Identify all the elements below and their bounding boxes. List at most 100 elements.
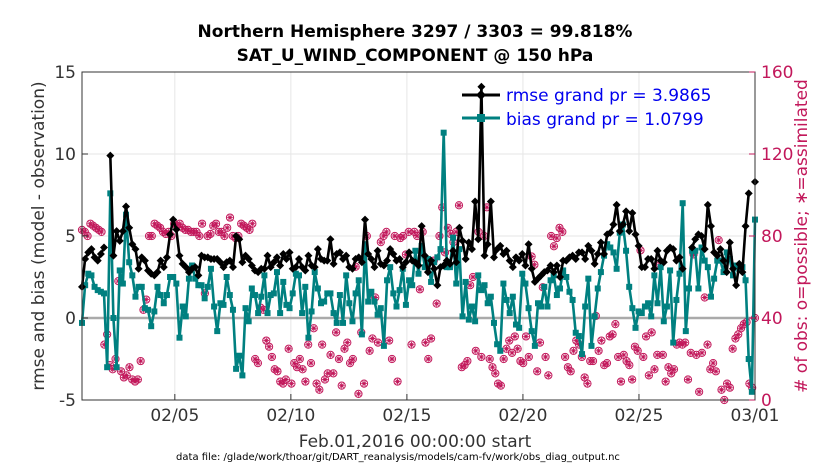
- y-right-tick-label: 80: [761, 227, 783, 247]
- obs-marker-star: [411, 229, 418, 235]
- obs-marker-star: [553, 235, 560, 241]
- rmse-point: [294, 254, 303, 263]
- obs-marker: [566, 367, 575, 376]
- obs-marker: [178, 223, 187, 232]
- bias-point: [406, 277, 413, 284]
- obs-marker: [440, 248, 450, 257]
- rmse-point: [505, 256, 514, 265]
- obs-marker-star: [461, 362, 468, 368]
- bias-point: [273, 269, 280, 276]
- bias-point: [113, 364, 120, 371]
- rmse-point: [521, 261, 530, 270]
- bias-point: [516, 324, 523, 331]
- rmse-point: [386, 245, 395, 254]
- bias-point: [157, 292, 164, 299]
- obs-marker: [544, 371, 553, 380]
- bias-point: [226, 292, 233, 299]
- obs-marker: [343, 338, 352, 347]
- obs-marker: [253, 359, 263, 368]
- obs-marker-star: [718, 386, 725, 393]
- bias-point: [126, 259, 133, 266]
- obs-marker-star: [157, 225, 163, 231]
- rmse-point: [81, 254, 90, 263]
- obs-marker-star: [453, 229, 459, 235]
- y-axis-left: -5 0 5 10 15: [54, 63, 88, 411]
- obs-marker: [306, 359, 316, 368]
- bias-point: [478, 287, 485, 294]
- bias-point: [613, 265, 620, 272]
- obs-marker: [608, 330, 617, 339]
- obs-marker: [549, 242, 559, 251]
- obs-marker-star: [654, 352, 661, 358]
- bias-point: [280, 278, 287, 285]
- rmse-point: [115, 236, 124, 245]
- obs-marker: [597, 336, 606, 345]
- obs-marker-star: [425, 356, 432, 362]
- obs-marker-star: [526, 354, 532, 360]
- bias-point: [726, 255, 733, 262]
- obs-marker-star: [498, 382, 504, 389]
- rmse-point: [515, 256, 524, 265]
- rmse-point: [398, 263, 407, 272]
- rmse-point: [310, 263, 319, 272]
- obs-marker-star: [350, 356, 356, 362]
- rmse-point: [313, 245, 322, 254]
- obs-marker: [365, 346, 374, 355]
- rmse-point: [96, 250, 105, 259]
- obs-marker-star: [149, 233, 155, 239]
- obs-marker: [605, 332, 614, 341]
- rmse-point: [703, 200, 712, 209]
- obs-marker-star: [467, 282, 473, 288]
- obs-marker-star: [562, 354, 568, 360]
- obs-marker: [298, 365, 307, 374]
- rmse-point: [342, 251, 351, 260]
- bias-point: [233, 365, 240, 372]
- bias-point: [487, 293, 494, 300]
- rmse-point: [175, 251, 184, 260]
- obs-marker: [267, 352, 276, 362]
- rmse-point: [653, 246, 662, 255]
- obs-marker-star: [414, 233, 420, 239]
- obs-marker: [424, 354, 433, 364]
- obs-marker: [695, 387, 704, 396]
- rmse-point: [433, 281, 442, 290]
- obs-marker-star: [615, 354, 621, 360]
- obs-marker: [513, 344, 522, 353]
- obs-marker-star: [324, 370, 331, 377]
- obs-marker: [681, 338, 690, 347]
- obs-marker-star: [428, 335, 434, 342]
- obs-marker-star: [333, 329, 339, 336]
- obs-marker-star: [109, 366, 116, 373]
- rmse-point: [122, 202, 131, 211]
- obs-marker: [122, 371, 131, 380]
- bias-point: [302, 283, 309, 290]
- legend-bias-marker: [477, 114, 485, 122]
- rmse-point: [669, 245, 678, 254]
- obs-marker: [669, 365, 679, 374]
- rmse-point: [414, 261, 423, 270]
- bias-point: [522, 280, 529, 287]
- obs-marker: [524, 352, 533, 362]
- bias-point: [402, 301, 409, 308]
- obs-marker: [602, 359, 612, 368]
- obs-marker: [639, 352, 648, 362]
- obs-marker: [237, 219, 246, 228]
- rmse-point: [625, 227, 634, 236]
- rmse-point: [471, 197, 480, 206]
- y-right-tick-label: 0: [761, 391, 772, 411]
- bias-point: [107, 190, 114, 197]
- obs-marker: [630, 342, 640, 351]
- obs-marker: [736, 324, 746, 333]
- bias-point: [277, 310, 284, 317]
- obs-marker-star: [224, 225, 231, 231]
- bias-point: [324, 290, 331, 297]
- bias-point: [440, 129, 447, 136]
- rmse-point: [587, 246, 596, 255]
- obs-marker: [709, 359, 718, 368]
- obs-marker-star: [417, 286, 423, 293]
- rmse-point: [364, 250, 373, 259]
- obs-marker-star: [436, 233, 443, 239]
- bias-point: [415, 270, 422, 277]
- obs-marker: [561, 352, 570, 362]
- bias-point: [531, 342, 538, 349]
